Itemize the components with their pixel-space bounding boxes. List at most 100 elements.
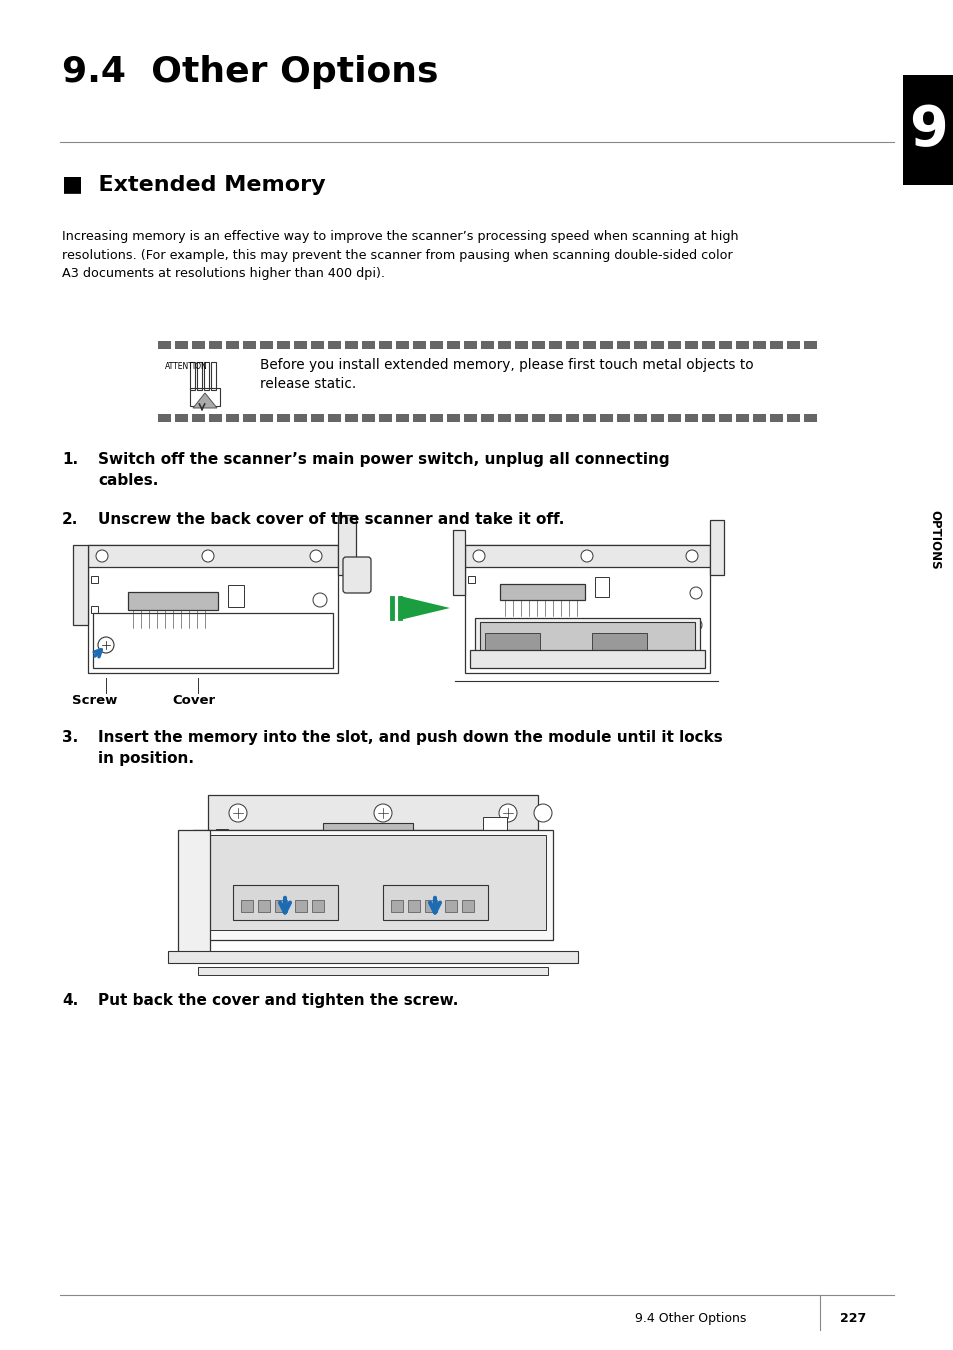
- Bar: [719, 342, 731, 350]
- Bar: [532, 342, 544, 350]
- Bar: [294, 900, 307, 913]
- Bar: [192, 342, 205, 350]
- Bar: [480, 342, 494, 350]
- Bar: [243, 342, 255, 350]
- Text: 9.4 Other Options: 9.4 Other Options: [635, 1312, 745, 1324]
- Bar: [461, 900, 474, 913]
- Bar: [168, 950, 578, 963]
- Text: 4.: 4.: [62, 994, 78, 1008]
- Bar: [73, 545, 88, 625]
- Bar: [274, 900, 287, 913]
- Text: ATTENTION: ATTENTION: [165, 362, 208, 371]
- Bar: [444, 900, 456, 913]
- Bar: [617, 342, 629, 350]
- Text: Unscrew the back cover of the scanner and take it off.: Unscrew the back cover of the scanner an…: [98, 512, 564, 526]
- Bar: [378, 414, 392, 423]
- Bar: [430, 414, 442, 423]
- Bar: [323, 824, 413, 837]
- Bar: [464, 545, 709, 674]
- Bar: [345, 342, 357, 350]
- Bar: [413, 414, 426, 423]
- Text: Cover: Cover: [172, 694, 214, 707]
- Circle shape: [202, 549, 213, 562]
- Bar: [803, 414, 816, 423]
- Bar: [735, 414, 748, 423]
- Bar: [190, 362, 194, 390]
- Bar: [499, 585, 584, 599]
- Circle shape: [685, 549, 698, 562]
- Bar: [667, 342, 680, 350]
- Bar: [311, 414, 324, 423]
- Circle shape: [229, 805, 247, 822]
- Circle shape: [580, 549, 593, 562]
- Bar: [650, 342, 663, 350]
- Text: Switch off the scanner’s main power switch, unplug all connecting
cables.: Switch off the scanner’s main power swit…: [98, 452, 669, 487]
- Bar: [88, 545, 337, 567]
- Bar: [463, 342, 476, 350]
- Circle shape: [689, 620, 701, 630]
- Bar: [515, 414, 527, 423]
- Bar: [211, 362, 215, 390]
- Bar: [178, 830, 210, 954]
- Bar: [497, 342, 511, 350]
- Bar: [599, 342, 613, 350]
- Bar: [475, 618, 700, 660]
- Bar: [684, 414, 698, 423]
- Bar: [204, 362, 209, 390]
- Text: 3.: 3.: [62, 730, 78, 745]
- Bar: [276, 342, 290, 350]
- Circle shape: [473, 549, 484, 562]
- Bar: [592, 633, 646, 653]
- Bar: [361, 342, 375, 350]
- Bar: [209, 414, 222, 423]
- Bar: [769, 414, 782, 423]
- Bar: [482, 817, 506, 836]
- Bar: [447, 414, 459, 423]
- Circle shape: [313, 593, 327, 608]
- Bar: [226, 342, 239, 350]
- Bar: [391, 900, 402, 913]
- Bar: [532, 414, 544, 423]
- Text: 9.4  Other Options: 9.4 Other Options: [62, 55, 438, 89]
- Bar: [198, 967, 547, 975]
- Bar: [91, 576, 98, 583]
- Bar: [192, 414, 205, 423]
- Circle shape: [534, 805, 552, 822]
- Bar: [413, 342, 426, 350]
- Bar: [684, 342, 698, 350]
- Bar: [582, 414, 596, 423]
- Bar: [719, 414, 731, 423]
- Bar: [174, 342, 188, 350]
- Circle shape: [313, 628, 327, 643]
- Text: 9: 9: [908, 103, 947, 157]
- Text: 2.: 2.: [62, 512, 78, 526]
- Bar: [226, 414, 239, 423]
- Bar: [786, 414, 800, 423]
- Bar: [548, 414, 561, 423]
- Bar: [565, 342, 578, 350]
- Bar: [193, 830, 553, 940]
- Bar: [599, 414, 613, 423]
- Bar: [190, 387, 220, 406]
- Bar: [463, 414, 476, 423]
- Bar: [484, 633, 539, 653]
- Bar: [209, 342, 222, 350]
- Bar: [650, 414, 663, 423]
- Bar: [395, 342, 409, 350]
- Text: 1.: 1.: [62, 452, 78, 467]
- Bar: [345, 414, 357, 423]
- Bar: [312, 900, 324, 913]
- Bar: [582, 342, 596, 350]
- Text: Before you install extended memory, please first touch metal objects to
release : Before you install extended memory, plea…: [260, 358, 753, 391]
- Circle shape: [96, 549, 108, 562]
- Bar: [515, 342, 527, 350]
- Bar: [294, 414, 307, 423]
- Polygon shape: [399, 595, 450, 620]
- Bar: [337, 514, 355, 575]
- Bar: [735, 342, 748, 350]
- Bar: [228, 585, 244, 608]
- Bar: [634, 414, 646, 423]
- Text: Screw: Screw: [71, 694, 117, 707]
- Text: Insert the memory into the slot, and push down the module until it locks
in posi: Insert the memory into the slot, and pus…: [98, 730, 722, 765]
- Bar: [378, 342, 392, 350]
